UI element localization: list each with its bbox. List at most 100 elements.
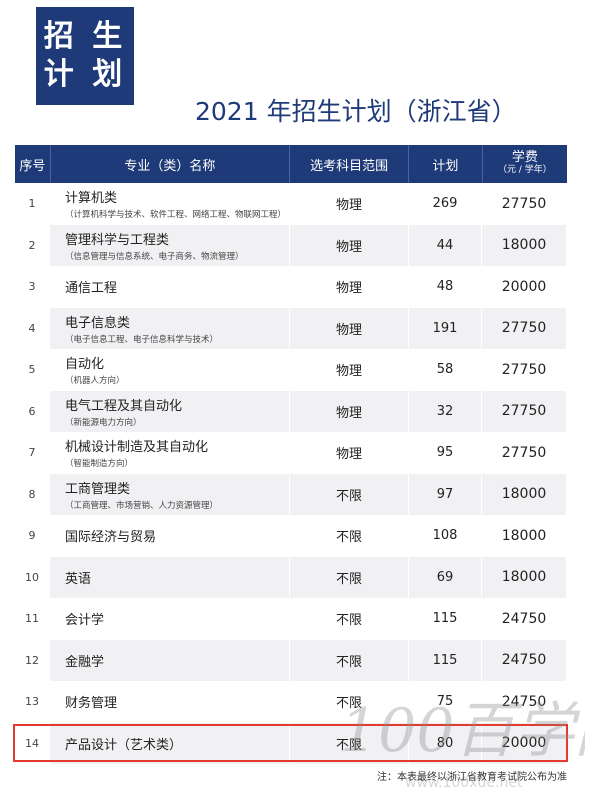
subject-range: 不限 xyxy=(290,722,409,764)
row-number: 8 xyxy=(15,473,50,515)
tuition-fee: 18000 xyxy=(482,515,567,557)
major-subtitle: （新能源电力方向） xyxy=(65,417,142,428)
major-cell: 电气工程及其自动化 （新能源电力方向） xyxy=(50,390,290,432)
major-cell: 国际经济与贸易 xyxy=(50,515,290,557)
watermark-text: 100百学网 xyxy=(340,696,585,766)
subject-range: 物理 xyxy=(290,390,409,432)
row-number: 4 xyxy=(15,307,50,349)
table-row: 14 产品设计（艺术类） 不限 80 20000 xyxy=(15,722,567,764)
row-number: 11 xyxy=(15,598,50,640)
enrollment-table: 序号 专业（类）名称 选考科目范围 计划 学费 （元 / 学年） 1 计算机类 （计… xyxy=(15,145,567,764)
plan-count: 44 xyxy=(409,224,482,266)
plan-count: 269 xyxy=(409,183,482,225)
row-number: 1 xyxy=(15,183,50,225)
tuition-fee: 27750 xyxy=(482,432,567,474)
table-row: 6 电气工程及其自动化 （新能源电力方向） 物理 32 27750 xyxy=(15,390,567,432)
badge-line-1: 招 生 xyxy=(43,19,127,54)
major-cell: 计算机类 （计算机科学与技术、软件工程、网络工程、物联网工程） xyxy=(50,183,290,225)
major-name: 计算机类 xyxy=(65,191,118,207)
tuition-fee: 20000 xyxy=(482,722,567,764)
tuition-fee: 18000 xyxy=(482,224,567,266)
table-row: 13 财务管理 不限 75 24750 xyxy=(15,681,567,723)
table-row: 11 会计学 不限 115 24750 xyxy=(15,598,567,640)
subject-range: 物理 xyxy=(290,266,409,308)
plan-count: 95 xyxy=(409,432,482,474)
plan-count: 32 xyxy=(409,390,482,432)
major-cell: 机械设计制造及其自动化 （智能制造方向） xyxy=(50,432,290,474)
major-name: 工商管理类 xyxy=(65,481,131,497)
subject-range: 物理 xyxy=(290,183,409,225)
major-name: 自动化 xyxy=(65,357,105,373)
plan-count: 115 xyxy=(409,598,482,640)
subject-range: 不限 xyxy=(290,473,409,515)
major-cell: 管理科学与工程类 （信息管理与信息系统、电子商务、物流管理） xyxy=(50,224,290,266)
subject-range: 不限 xyxy=(290,556,409,598)
plan-count: 58 xyxy=(409,349,482,391)
header-fee: 学费 （元 / 学年） xyxy=(483,145,567,183)
table-row: 5 自动化 （机器人方向） 物理 58 27750 xyxy=(15,349,567,391)
major-name: 通信工程 xyxy=(65,281,118,297)
plan-count: 48 xyxy=(409,266,482,308)
header-fee-label: 学费 xyxy=(511,150,538,165)
major-name: 电气工程及其自动化 xyxy=(65,398,183,414)
row-number: 9 xyxy=(15,515,50,557)
section-badge: 招 生 计 划 xyxy=(36,7,134,105)
subject-range: 不限 xyxy=(290,598,409,640)
row-number: 12 xyxy=(15,639,50,681)
row-number: 6 xyxy=(15,390,50,432)
table-row: 8 工商管理类 （工商管理、市场营销、人力资源管理） 不限 97 18000 xyxy=(15,473,567,515)
subject-range: 不限 xyxy=(290,681,409,723)
table-header: 序号 专业（类）名称 选考科目范围 计划 学费 （元 / 学年） xyxy=(15,145,567,183)
table-row: 7 机械设计制造及其自动化 （智能制造方向） 物理 95 27750 xyxy=(15,432,567,474)
plan-count: 108 xyxy=(409,515,482,557)
major-name: 金融学 xyxy=(65,654,105,670)
header-plan: 计划 xyxy=(409,145,483,183)
header-name: 专业（类）名称 xyxy=(51,145,291,183)
major-subtitle: （信息管理与信息系统、电子商务、物流管理） xyxy=(65,251,244,262)
subject-range: 不限 xyxy=(290,639,409,681)
major-cell: 产品设计（艺术类） xyxy=(50,722,290,764)
subject-range: 物理 xyxy=(290,307,409,349)
major-cell: 财务管理 xyxy=(50,681,290,723)
major-name: 财务管理 xyxy=(65,696,118,712)
major-cell: 金融学 xyxy=(50,639,290,681)
table-body: 1 计算机类 （计算机科学与技术、软件工程、网络工程、物联网工程） 物理 269 2775… xyxy=(15,183,567,764)
tuition-fee: 27750 xyxy=(482,183,567,225)
badge-line-2: 计 划 xyxy=(43,57,127,92)
table-row: 10 英语 不限 69 18000 xyxy=(15,556,567,598)
subject-range: 不限 xyxy=(290,515,409,557)
header-no: 序号 xyxy=(15,145,51,183)
page-title: 2021 年招生计划（浙江省） xyxy=(195,97,517,126)
row-number: 3 xyxy=(15,266,50,308)
major-name: 管理科学与工程类 xyxy=(65,232,170,248)
plan-count: 191 xyxy=(409,307,482,349)
row-number: 5 xyxy=(15,349,50,391)
tuition-fee: 27750 xyxy=(482,349,567,391)
major-cell: 英语 xyxy=(50,556,290,598)
watermark-logo: 100百学网 www.100xue.net xyxy=(340,696,585,791)
tuition-fee: 24750 xyxy=(482,681,567,723)
table-row: 2 管理科学与工程类 （信息管理与信息系统、电子商务、物流管理） 物理 44 18000 xyxy=(15,224,567,266)
major-subtitle: （智能制造方向） xyxy=(65,459,134,470)
major-name: 会计学 xyxy=(65,613,105,629)
row-number: 10 xyxy=(15,556,50,598)
plan-count: 75 xyxy=(409,681,482,723)
major-subtitle: （计算机科学与技术、软件工程、网络工程、物联网工程） xyxy=(65,210,287,221)
tuition-fee: 27750 xyxy=(482,390,567,432)
table-row: 4 电子信息类 （电子信息工程、电子信息科学与技术） 物理 191 27750 xyxy=(15,307,567,349)
table-row: 3 通信工程 物理 48 20000 xyxy=(15,266,567,308)
major-subtitle: （机器人方向） xyxy=(65,376,125,387)
table-row: 12 金融学 不限 115 24750 xyxy=(15,639,567,681)
tuition-fee: 24750 xyxy=(482,598,567,640)
tuition-fee: 24750 xyxy=(482,639,567,681)
subject-range: 物理 xyxy=(290,349,409,391)
header-subject: 选考科目范围 xyxy=(290,145,410,183)
plan-count: 97 xyxy=(409,473,482,515)
subject-range: 物理 xyxy=(290,224,409,266)
subject-range: 物理 xyxy=(290,432,409,474)
plan-count: 115 xyxy=(409,639,482,681)
row-number: 2 xyxy=(15,224,50,266)
row-number: 13 xyxy=(15,681,50,723)
tuition-fee: 27750 xyxy=(482,307,567,349)
major-name: 产品设计（艺术类） xyxy=(65,737,183,753)
